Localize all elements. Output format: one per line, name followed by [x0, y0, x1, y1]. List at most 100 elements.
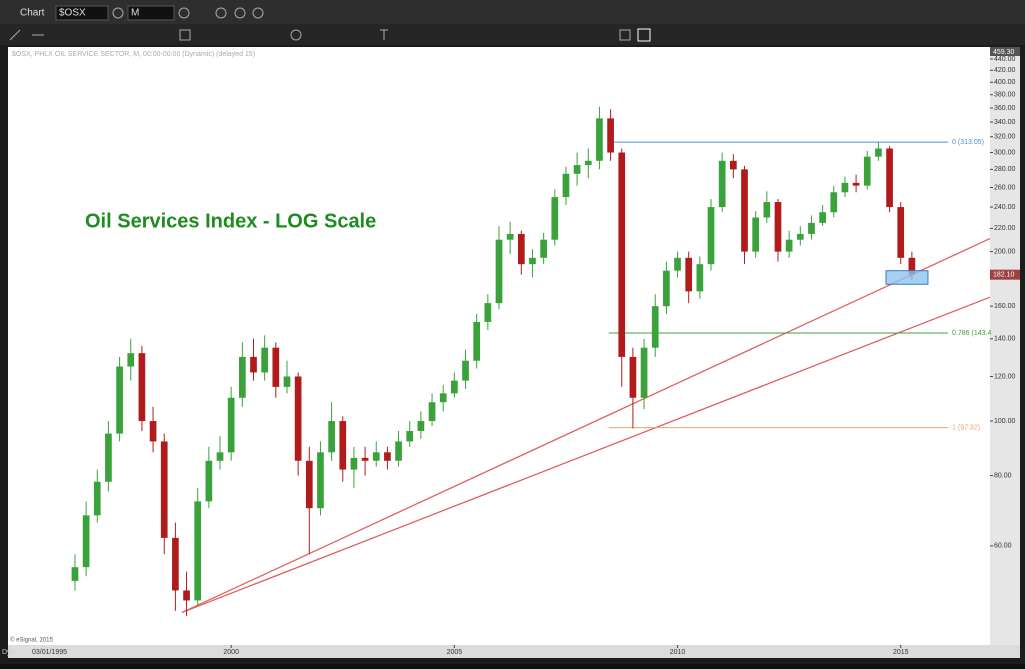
candle-body — [272, 347, 280, 387]
candle-body — [294, 376, 302, 461]
candle-body — [819, 212, 826, 223]
candle-body — [227, 397, 235, 453]
candle-body — [138, 353, 146, 422]
candle-body — [372, 452, 380, 461]
candle-body — [462, 360, 469, 381]
y-tick-label: 360.00 — [994, 105, 1016, 112]
candle-body — [406, 431, 414, 442]
candle-body — [529, 257, 536, 265]
candle-body — [908, 257, 916, 275]
candle-body — [640, 347, 648, 398]
candle-body — [149, 421, 157, 442]
candle-body — [238, 356, 246, 398]
candle-body — [160, 441, 168, 538]
candle-body — [752, 217, 760, 252]
interval-box[interactable] — [127, 5, 175, 21]
price-axis — [990, 47, 1020, 645]
copyright: © eSignal, 2015 — [10, 637, 53, 644]
y-tick-label: 160.00 — [994, 303, 1016, 310]
candle-body — [562, 173, 570, 198]
y-tick-label: 140.00 — [994, 336, 1016, 343]
icon[interactable] — [179, 29, 191, 41]
time-axis — [8, 645, 1020, 658]
candle-body — [808, 222, 815, 234]
candle-body — [685, 257, 693, 292]
x-tick-label: 2005 — [447, 649, 463, 656]
study-header: $OSX, PHLX OIL SERVICE SECTOR, M, 00:00-… — [12, 51, 255, 58]
candle-body — [830, 192, 838, 213]
candle-body — [517, 233, 525, 265]
trendline — [181, 296, 991, 614]
candle-body — [105, 433, 112, 482]
candle-body — [439, 393, 447, 403]
candle-body — [428, 402, 436, 422]
last-price-tag — [990, 269, 1020, 280]
start-date: 03/01/1995 — [32, 649, 67, 656]
y-tick-label: 440.00 — [994, 56, 1016, 63]
candle-body — [395, 441, 402, 461]
candle-body — [71, 567, 79, 581]
icon[interactable] — [9, 29, 21, 41]
candle-body — [696, 264, 704, 292]
candle-body — [863, 156, 871, 186]
candle-body — [93, 481, 101, 516]
icon[interactable] — [290, 29, 302, 41]
candle-body — [573, 165, 581, 174]
fib-label: 0.786 (143.4 — [952, 330, 991, 337]
candle-body — [875, 148, 882, 157]
candle-body — [361, 457, 369, 461]
candle-body — [774, 202, 782, 252]
candle-body — [763, 202, 771, 218]
icon[interactable] — [252, 7, 264, 19]
candle-body — [897, 207, 905, 258]
y-tick-label: 60.00 — [994, 543, 1012, 550]
y-tick-label: 320.00 — [994, 134, 1016, 141]
x-tick-label: 2015 — [893, 649, 909, 656]
candle-body — [317, 452, 324, 509]
x-tick-label: 2000 — [223, 649, 239, 656]
candle-body — [741, 169, 748, 252]
candle-body — [172, 537, 179, 591]
y-tick-label: 280.00 — [994, 166, 1016, 173]
chart-title: Oil Services Index - LOG Scale — [85, 210, 376, 232]
icon[interactable] — [112, 7, 124, 19]
candle-body — [584, 160, 592, 166]
candle-body — [305, 460, 313, 509]
toolbar-icons — [9, 7, 651, 42]
icon[interactable] — [178, 7, 190, 19]
icon[interactable] — [234, 7, 246, 19]
y-tick-label: 300.00 — [994, 149, 1016, 156]
candle-body — [607, 118, 614, 153]
candle-body — [116, 366, 123, 434]
y-tick-label: 260.00 — [994, 184, 1016, 191]
y-tick-label: 400.00 — [994, 79, 1016, 86]
candle-body — [384, 452, 391, 461]
candle-body — [350, 457, 358, 470]
y-tick-label: 120.00 — [994, 373, 1016, 380]
candle-body — [540, 239, 547, 258]
candle-body — [261, 347, 269, 373]
y-tick-label: 80.00 — [994, 472, 1012, 479]
toolbar — [0, 24, 1025, 45]
candle-body — [886, 148, 893, 208]
icon[interactable] — [215, 7, 227, 19]
axis-top-tag — [990, 47, 1020, 56]
plot-area — [8, 47, 990, 645]
candle-body — [674, 257, 681, 271]
icon[interactable] — [637, 28, 651, 42]
candle-body — [841, 182, 849, 193]
candle-body — [216, 452, 224, 461]
candle-body — [785, 239, 793, 252]
candle-body — [451, 380, 458, 394]
candle-body — [194, 501, 202, 601]
fib-label: 0 (313.05) — [952, 139, 984, 146]
icon[interactable] — [619, 29, 631, 41]
axis-top-label: 459.30 — [993, 49, 1015, 56]
y-tick-label: 220.00 — [994, 225, 1016, 232]
interval: M — [131, 8, 139, 19]
symbol-box[interactable] — [55, 5, 109, 21]
y-tick-label: 200.00 — [994, 248, 1016, 255]
candle-body — [551, 197, 559, 240]
